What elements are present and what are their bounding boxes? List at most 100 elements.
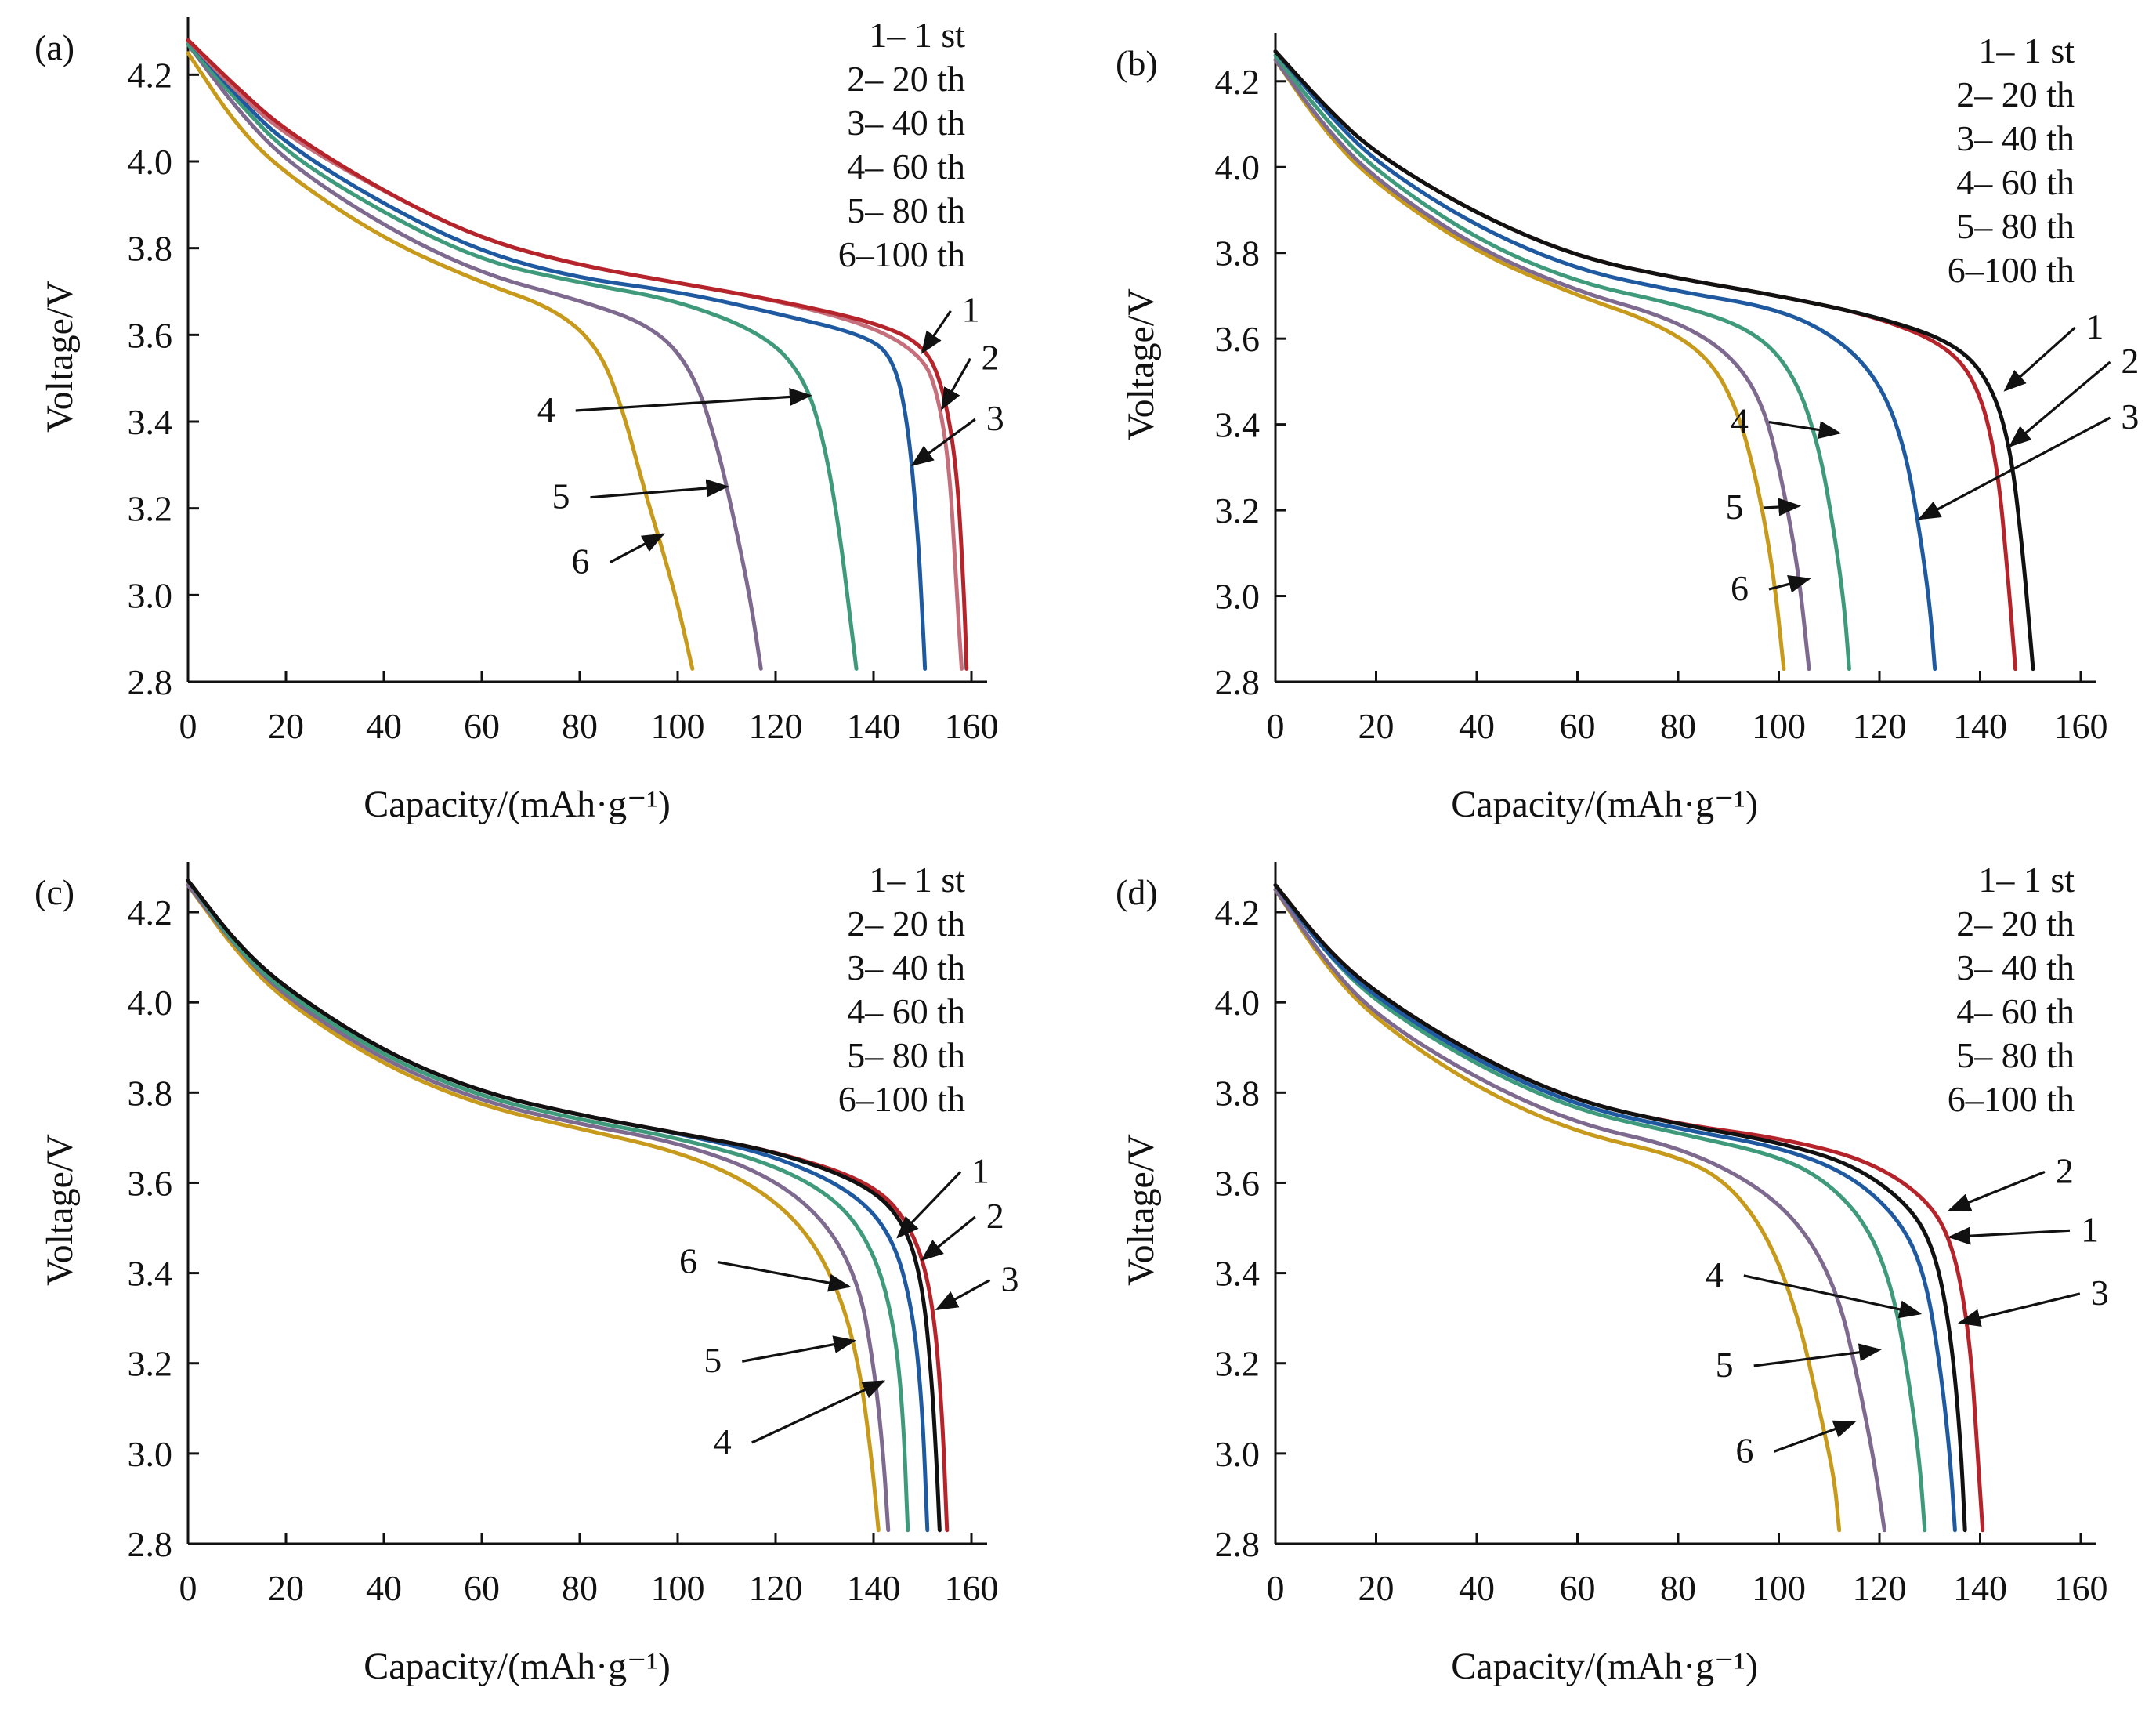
callout-label: 1: [2081, 1209, 2099, 1249]
legend-entry: 3– 40 th: [1956, 118, 2075, 158]
legend-entry: 1– 1 st: [1978, 31, 2075, 71]
legend-entry: 1– 1 st: [869, 15, 965, 55]
legend-entry: 5– 80 th: [1956, 206, 2075, 246]
series-line-3: [186, 878, 930, 1533]
x-tick-label: 140: [1953, 706, 2007, 746]
x-tick-label: 120: [1853, 1568, 1907, 1608]
x-tick-label: 0: [1267, 1568, 1285, 1608]
y-tick-label: 4.0: [128, 983, 173, 1023]
series-line-3: [1273, 883, 1957, 1533]
callout-arrow: [2003, 326, 2076, 392]
x-tick-label: 140: [847, 706, 901, 746]
x-axis-label: Capacity/(mAh·g⁻¹): [364, 784, 671, 825]
series-line-2: [1273, 883, 1985, 1533]
chart-panel-1: (a) 0 20 40 60 80 100 120 140 160 2.8 3.0 3.2 3.4 3.6 3…: [34, 15, 1004, 825]
y-tick-label: 3.2: [1215, 491, 1261, 531]
x-tick-label: 0: [179, 706, 197, 746]
callout-label: 5: [1716, 1345, 1734, 1385]
series-line-3: [1273, 49, 1937, 672]
y-tick-label: 3.0: [128, 1434, 173, 1474]
y-tick-label: 3.0: [1215, 1434, 1261, 1474]
callout-arrow: [921, 1215, 976, 1262]
legend-entry: 6–100 th: [838, 1079, 965, 1119]
y-axis-label: Voltage/V: [1120, 1134, 1162, 1286]
callout-label: 1: [962, 290, 980, 330]
legend-entry: 2– 20 th: [1956, 74, 2075, 114]
legend-entry: 3– 40 th: [1956, 947, 2075, 987]
series-line-6: [186, 51, 695, 671]
callout-arrow: [590, 479, 729, 499]
y-tick-label: 3.4: [1215, 1254, 1261, 1294]
callout-label: 2: [2056, 1150, 2074, 1190]
y-tick-label: 3.4: [128, 1254, 173, 1294]
legend-entry: 3– 40 th: [847, 947, 965, 987]
legend-entry: 5– 80 th: [847, 190, 965, 230]
callout-arrow: [941, 357, 971, 411]
callout-label: 4: [537, 389, 555, 429]
series-line-5: [1273, 57, 1811, 672]
series-line-5: [186, 42, 763, 671]
x-tick-label: 40: [366, 706, 402, 746]
x-tick-label: 160: [945, 706, 999, 746]
callout-arrow: [609, 533, 665, 564]
x-tick-label: 20: [268, 1568, 304, 1608]
chart-panel-4: (d) 0 20 40 60 80 100 120 140 160 2.8 3.0 3.2 3.4 3.6 3…: [1116, 860, 2109, 1687]
y-tick-label: 3.0: [1215, 577, 1261, 617]
y-tick-label: 3.8: [1215, 1073, 1261, 1113]
y-tick-label: 3.8: [1215, 234, 1261, 273]
x-tick-label: 120: [749, 706, 803, 746]
legend-entry: 1– 1 st: [869, 860, 965, 900]
callout-arrow: [741, 1335, 856, 1363]
y-tick-label: 3.2: [1215, 1344, 1261, 1384]
x-tick-label: 20: [268, 706, 304, 746]
callout-arrow: [921, 310, 952, 354]
callout-label: 4: [714, 1421, 732, 1461]
callout-label: 2: [2121, 341, 2139, 381]
callout-label: 5: [552, 476, 570, 516]
x-tick-label: 160: [945, 1568, 999, 1608]
legend-entry: 5– 80 th: [1956, 1035, 2075, 1075]
y-axis-label: Voltage/V: [39, 1134, 81, 1286]
series-line-4: [186, 42, 859, 671]
x-tick-label: 80: [562, 1568, 598, 1608]
series-line-4: [1273, 53, 1851, 672]
callout-label: 3: [2121, 397, 2139, 436]
y-tick-label: 2.8: [1215, 662, 1261, 702]
x-tick-label: 100: [1752, 706, 1806, 746]
legend-entry: 5– 80 th: [847, 1035, 965, 1075]
x-tick-label: 60: [1560, 706, 1596, 746]
panel-label: (a): [34, 27, 74, 67]
x-axis-label: Capacity/(mAh·g⁻¹): [1451, 784, 1758, 825]
y-tick-label: 4.2: [1215, 62, 1261, 102]
callout-arrow: [1948, 1170, 2046, 1211]
legend-entry: 2– 20 th: [1956, 904, 2075, 943]
y-tick-label: 3.8: [128, 1073, 173, 1113]
panel-label: (b): [1116, 43, 1158, 83]
callout-label: 6: [679, 1241, 697, 1281]
x-tick-label: 80: [1660, 1568, 1696, 1608]
callout-label: 6: [572, 541, 590, 581]
legend-entry: 2– 20 th: [847, 59, 965, 99]
legend-entry: 4– 60 th: [847, 991, 965, 1031]
y-tick-label: 4.0: [1215, 147, 1261, 187]
callout-arrow: [1773, 1420, 1857, 1453]
y-tick-label: 3.6: [1215, 1163, 1261, 1203]
callout-arrow: [1743, 1274, 1923, 1319]
legend-entry: 1– 1 st: [1978, 860, 2075, 900]
series-group: [186, 38, 969, 671]
callout-arrow: [751, 1380, 886, 1444]
x-tick-label: 160: [2054, 1568, 2108, 1608]
series-line-5: [1273, 887, 1886, 1533]
series-line-3: [186, 38, 928, 671]
callout-label: 2: [982, 338, 1000, 378]
legend-entry: 2– 20 th: [847, 904, 965, 943]
y-tick-label: 2.8: [128, 1524, 173, 1564]
series-line-4: [186, 878, 910, 1533]
y-tick-label: 3.6: [1215, 319, 1261, 359]
callout-arrow: [1958, 1292, 2081, 1327]
y-tick-label: 3.4: [1215, 405, 1261, 445]
callout-label: 5: [704, 1340, 722, 1380]
series-line-1: [186, 878, 942, 1533]
y-tick-label: 2.8: [1215, 1524, 1261, 1564]
